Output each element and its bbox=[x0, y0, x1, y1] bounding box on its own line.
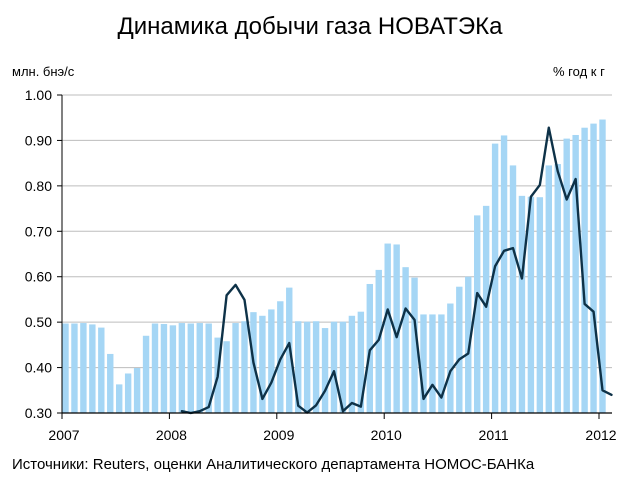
bar bbox=[89, 324, 96, 413]
bar bbox=[536, 197, 544, 413]
bar bbox=[590, 123, 597, 414]
left-axis-unit-label: млн. бнэ/с bbox=[12, 64, 75, 79]
bar bbox=[62, 323, 69, 413]
bar bbox=[545, 165, 552, 413]
bar bbox=[581, 127, 588, 414]
bar bbox=[348, 315, 356, 413]
bar bbox=[411, 277, 418, 413]
bar bbox=[402, 267, 409, 413]
bar bbox=[295, 321, 302, 413]
y-tick-label: 0.30 bbox=[25, 405, 52, 421]
bar bbox=[303, 321, 311, 413]
bar bbox=[312, 321, 320, 413]
y-tick-label: 0.50 bbox=[25, 314, 52, 330]
y-tick-label: 0.40 bbox=[25, 360, 52, 376]
y-tick-label: 0.60 bbox=[25, 269, 52, 285]
bar bbox=[169, 325, 177, 413]
bar bbox=[71, 323, 78, 413]
bar bbox=[241, 321, 248, 413]
bar bbox=[268, 309, 275, 413]
x-axis: 2007 2008 2009 2010 2011 2012 bbox=[48, 412, 617, 443]
right-axis-unit-label: % год к г bbox=[553, 64, 605, 79]
y-tick-label: 0.70 bbox=[25, 223, 52, 239]
bar bbox=[384, 243, 391, 413]
bar bbox=[116, 384, 123, 413]
bar bbox=[429, 314, 436, 413]
bar bbox=[393, 244, 400, 413]
bar bbox=[438, 314, 445, 413]
bar bbox=[98, 327, 105, 413]
x-tick-label: 2008 bbox=[156, 427, 187, 443]
bar bbox=[527, 196, 535, 413]
bar bbox=[447, 303, 454, 413]
bar bbox=[80, 323, 87, 413]
bar bbox=[196, 323, 203, 413]
bar bbox=[465, 276, 472, 413]
bar bbox=[107, 353, 114, 413]
line-path bbox=[180, 126, 613, 415]
bar bbox=[151, 323, 159, 413]
y-axis: 1.00 0.90 0.80 0.70 0.60 0.50 0.40 0.30 bbox=[25, 87, 63, 421]
bar bbox=[205, 323, 212, 413]
chart-title: Динамика добычи газа НОВАТЭКа bbox=[117, 13, 503, 40]
bar bbox=[232, 323, 239, 413]
bar bbox=[133, 368, 141, 413]
bar bbox=[500, 135, 508, 413]
bar bbox=[482, 205, 490, 413]
bar bbox=[474, 215, 481, 413]
bar bbox=[599, 119, 606, 413]
x-tick-label: 2010 bbox=[371, 427, 402, 443]
line-series bbox=[180, 126, 613, 415]
x-tick-label: 2009 bbox=[263, 427, 294, 443]
bar bbox=[259, 315, 266, 413]
bar bbox=[420, 314, 427, 413]
y-tick-label: 0.90 bbox=[25, 132, 52, 148]
bar bbox=[563, 138, 570, 414]
bar bbox=[321, 328, 329, 413]
bar bbox=[330, 321, 338, 413]
y-tick-label: 0.80 bbox=[25, 178, 52, 194]
bar bbox=[223, 341, 230, 413]
bar bbox=[491, 143, 499, 414]
bar bbox=[518, 195, 526, 413]
bar bbox=[357, 311, 365, 413]
bar bbox=[178, 323, 186, 413]
bar bbox=[124, 373, 132, 413]
x-tick-label: 2011 bbox=[479, 427, 509, 443]
bar bbox=[509, 165, 517, 413]
bar bbox=[142, 335, 150, 413]
bar bbox=[554, 164, 561, 413]
source-note: Источники: Reuters, оценки Аналитическог… bbox=[12, 456, 535, 473]
bar bbox=[456, 286, 463, 413]
x-tick-label: 2012 bbox=[585, 427, 616, 443]
bar bbox=[187, 323, 194, 413]
y-tick-label: 1.00 bbox=[25, 87, 52, 103]
bar bbox=[339, 321, 347, 413]
bar bbox=[572, 134, 579, 414]
x-tick-label: 2007 bbox=[48, 427, 79, 443]
bar bbox=[160, 323, 168, 413]
